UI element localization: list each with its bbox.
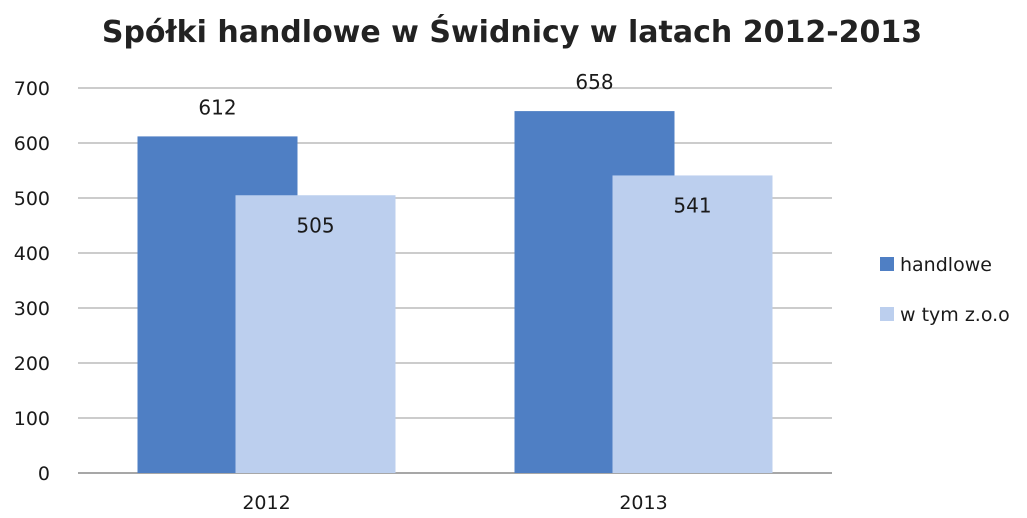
data-label: 541 xyxy=(673,193,711,217)
chart-title: Spółki handlowe w Świdnicy w latach 2012… xyxy=(102,13,922,50)
y-axis-ticks: 0 100 200 300 400 500 600 700 xyxy=(14,78,50,485)
y-tick-label: 0 xyxy=(38,463,50,485)
legend-label: w tym z.o.o xyxy=(900,304,1010,326)
data-label: 612 xyxy=(198,95,236,119)
legend-swatch xyxy=(880,257,894,271)
data-label: 505 xyxy=(296,213,334,237)
y-tick-label: 200 xyxy=(14,353,50,375)
x-axis-ticks: 2012 2013 xyxy=(242,492,667,514)
data-label: 658 xyxy=(575,70,613,94)
x-tick-label: 2012 xyxy=(242,492,290,514)
x-tick-label: 2013 xyxy=(619,492,667,514)
bars xyxy=(137,111,773,473)
y-tick-label: 400 xyxy=(14,243,50,265)
bar-w-tym-z-o-o-2013 xyxy=(612,175,773,473)
bar-w-tym-z-o-o-2012 xyxy=(235,195,396,473)
y-tick-label: 300 xyxy=(14,298,50,320)
y-tick-label: 100 xyxy=(14,408,50,430)
legend-label: handlowe xyxy=(900,254,992,276)
y-tick-label: 700 xyxy=(14,78,50,100)
y-tick-label: 500 xyxy=(14,188,50,210)
data-labels: 612 505 658 541 xyxy=(198,70,711,237)
legend-swatch xyxy=(880,307,894,321)
legend: handlowe w tym z.o.o xyxy=(880,254,1010,326)
y-tick-label: 600 xyxy=(14,133,50,155)
